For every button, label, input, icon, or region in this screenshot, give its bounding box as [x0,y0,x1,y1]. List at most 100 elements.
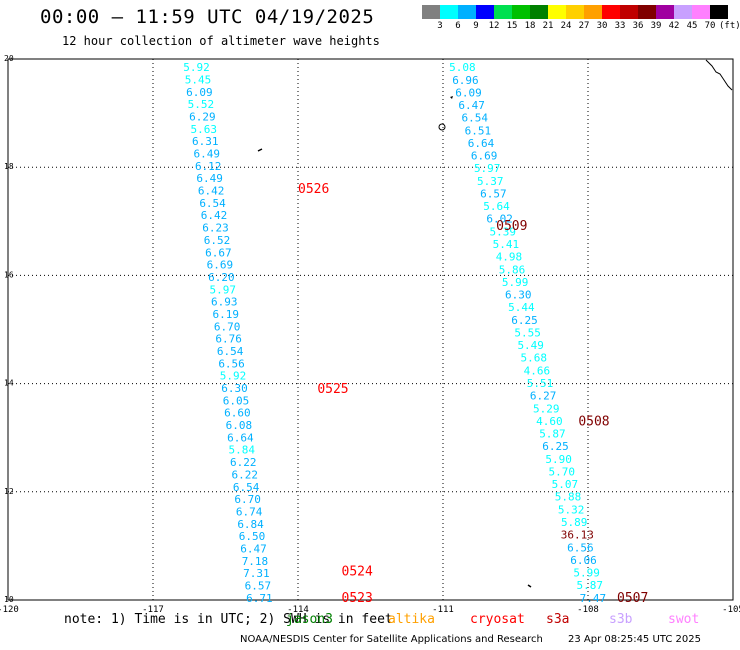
swh-value: 4.66 [524,364,551,377]
swh-value: 5.87 [576,579,603,592]
x-tick-label: -111 [432,605,454,615]
legend-label: 36 [632,21,644,31]
swh-value: 6.54 [199,197,226,210]
legend-label: (ft) [719,21,740,31]
y-tick-label: 14 [4,379,14,388]
swh-value: 6.60 [224,407,251,420]
chart-subtitle: 12 hour collection of altimeter wave hei… [62,34,380,48]
swh-value: 6.09 [455,86,482,99]
legend-swatch [638,5,656,19]
swh-value: 7.31 [243,567,270,580]
y-tick-label: 18 [4,162,14,171]
swh-value: 6.29 [189,110,216,123]
y-tick-label: 16 [4,270,14,279]
footer-timestamp: 23 Apr 08:25:45 UTC 2025 [568,634,701,645]
swh-value: 5.97 [474,162,501,175]
pass-number-label: 0523 [342,591,373,606]
legend-swatch [710,5,728,19]
coastline [705,59,733,91]
satellite-label-cryosat: cryosat [470,612,525,627]
swh-value: 6.96 [452,74,479,87]
island-feature [527,584,532,588]
swh-value: 6.64 [227,431,254,444]
swh-value: 6.05 [223,394,250,407]
legend-swatch [602,5,620,19]
swh-value: 6.76 [215,333,242,346]
swh-value: 5.99 [573,567,600,580]
swh-value: 5.64 [483,200,510,213]
swh-value: 5.32 [558,503,585,516]
pass-number-label: 0526 [298,182,329,197]
swh-value: 6.22 [231,468,258,481]
swh-value: 36.13 [561,529,594,542]
island-feature [257,148,263,152]
swh-value: 6.25 [511,314,538,327]
swh-value: 6.49 [196,172,223,185]
swh-value: 6.64 [468,137,495,150]
swh-value: 5.88 [555,491,582,504]
legend-label: 39 [650,21,662,31]
y-tick-label: 12 [4,487,14,496]
x-tick-label: -117 [142,605,164,615]
swh-value: 5.86 [499,263,526,276]
swh-value: 6.30 [505,289,532,302]
swh-value: 5.89 [561,516,588,529]
satellite-label-s3a: s3a [546,612,570,627]
swh-value: 6.69 [207,259,234,272]
satellite-label-jason3: jason3 [286,612,333,627]
island-feature [438,123,446,131]
swh-value: 6.84 [237,518,264,531]
swh-value: 5.92 [183,61,210,74]
legend-swatch [566,5,584,19]
swh-value: 6.20 [208,271,235,284]
swh-value: 6.54 [217,345,244,358]
swh-value: 5.55 [514,326,541,339]
swh-value: 5.63 [191,123,218,136]
swh-value: 6.19 [212,308,239,321]
swh-value: 6.50 [239,530,266,543]
island-feature [450,96,453,99]
swh-value: 6.69 [471,150,498,163]
legend-swatch [512,5,530,19]
swh-value: 6.30 [221,382,248,395]
swh-value: 6.42 [201,209,228,222]
swh-value: 6.02 [486,213,513,226]
legend-label: 9 [473,21,479,31]
swh-value: 6.27 [530,390,557,403]
swh-value: 4.60 [536,415,563,428]
legend-label: 33 [614,21,626,31]
swh-value: 6.56 [567,541,594,554]
legend-label: 21 [542,21,554,31]
chart-title: 00:00 — 11:59 UTC 04/19/2025 [40,6,375,28]
swh-value: 6.22 [230,456,257,469]
swh-value: 5.07 [552,478,579,491]
swh-value: 6.47 [240,542,267,555]
swh-value: 6.23 [202,222,229,235]
y-tick-label: 20 [4,54,14,63]
swh-value: 6.71 [246,592,273,605]
swh-value: 6.67 [205,246,232,259]
swh-value: 6.08 [226,419,253,432]
swh-value: 5.87 [539,428,566,441]
legend-label: 24 [560,21,572,31]
swh-value: 5.51 [527,377,554,390]
legend-swatch [458,5,476,19]
legend-swatch [674,5,692,19]
pass-number-label: 0508 [578,414,609,429]
swh-value: 6.56 [218,357,245,370]
swh-value: 7.47 [580,592,607,605]
swh-value: 6.25 [542,440,569,453]
plot-frame [7,58,734,601]
swh-value: 5.44 [508,301,535,314]
swh-value: 6.57 [245,579,272,592]
swh-value: 5.29 [533,402,560,415]
legend-label: 45 [686,21,698,31]
swh-value: 6.42 [198,185,225,198]
swh-value: 5.37 [477,175,504,188]
pass-number-label: 0525 [317,382,348,397]
pass-number-label: 0524 [342,564,373,579]
swh-value: 5.99 [502,276,529,289]
pass-number-label: 0507 [617,591,648,606]
satellite-label-swot: swot [668,612,700,627]
legend-swatch [548,5,566,19]
